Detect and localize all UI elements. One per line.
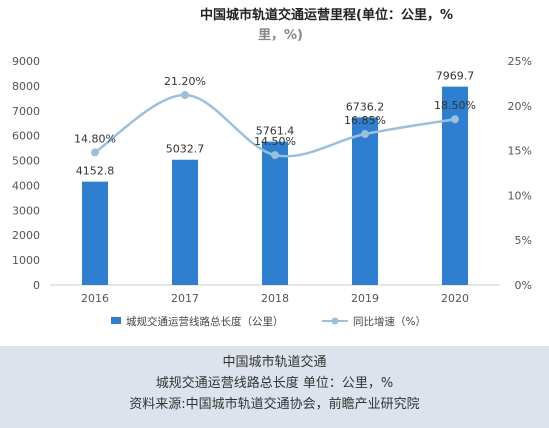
bar-value-label: 7969.7 xyxy=(436,70,475,83)
left-tick-label: 2000 xyxy=(12,229,40,242)
bar-value-label: 4152.8 xyxy=(76,165,115,178)
bar-value-label: 5761.4 xyxy=(256,125,295,138)
left-tick-label: 5000 xyxy=(12,155,40,168)
line-value-label: 16.85% xyxy=(344,114,386,127)
right-tick-label: 0% xyxy=(515,279,532,292)
x-tick-label: 2016 xyxy=(81,292,109,305)
legend-line-marker xyxy=(331,317,339,325)
x-tick-label: 2018 xyxy=(261,292,289,305)
chart-title-continued: 里，%) xyxy=(258,28,303,43)
left-tick-label: 9000 xyxy=(12,55,40,68)
line-value-label: 18.50% xyxy=(434,99,476,112)
caption-subtitle: 城规交通运营线路总长度 单位：公里，% xyxy=(155,376,394,391)
bar xyxy=(262,141,288,285)
growth-line xyxy=(94,93,456,158)
caption-title: 中国城市轨道交通 xyxy=(222,355,327,370)
left-tick-label: 0 xyxy=(33,279,40,292)
bar-series: 4152.8 5032.7 5761.4 6736.2 7969.7 xyxy=(76,70,475,285)
right-tick-label: 25% xyxy=(508,55,532,68)
right-axis-ticks: 0% 5% 10% 15% 20% 25% xyxy=(508,55,532,292)
line-value-label: 21.20% xyxy=(164,75,206,88)
line-point xyxy=(361,130,369,139)
left-axis-ticks: 0 1000 2000 3000 4000 5000 6000 7000 8000 9000 xyxy=(12,55,40,292)
line-value-label: 14.50% xyxy=(254,135,296,148)
right-tick-label: 15% xyxy=(508,145,532,158)
combo-chart: 中国城市轨道交通运营里程(单位：公里，% 里，%) 0 1000 2000 3000 4… xyxy=(12,7,532,328)
x-tick-label: 2020 xyxy=(441,292,469,305)
line-value-label: 14.80% xyxy=(74,132,116,145)
line-point xyxy=(271,151,279,160)
bar-value-label: 5032.7 xyxy=(166,143,205,156)
right-tick-label: 10% xyxy=(508,189,532,202)
left-tick-label: 8000 xyxy=(12,80,40,93)
left-tick-label: 4000 xyxy=(12,179,40,192)
bar xyxy=(82,181,108,285)
line-series: 14.80% 21.20% 14.50% 16.85% 18.50% xyxy=(74,75,476,160)
legend-line-label: 同比增速（%） xyxy=(353,315,426,328)
line-point xyxy=(91,148,99,157)
x-axis-ticks: 2016 2017 2018 2019 2020 xyxy=(81,292,469,305)
caption-source: 资料来源:中国城市轨道交通协会，前瞻产业研究院 xyxy=(129,397,420,412)
line-point xyxy=(451,115,459,124)
legend-bar-swatch xyxy=(111,317,121,324)
left-tick-label: 6000 xyxy=(12,130,40,143)
x-tick-label: 2017 xyxy=(171,292,199,305)
chart-title: 中国城市轨道交通运营里程(单位：公里，% xyxy=(200,7,453,23)
right-tick-label: 20% xyxy=(508,100,532,113)
right-tick-label: 5% xyxy=(515,234,532,247)
x-tick-label: 2019 xyxy=(351,292,379,305)
bar xyxy=(172,159,198,285)
left-tick-label: 7000 xyxy=(12,105,40,118)
line-point xyxy=(181,91,189,100)
left-tick-label: 1000 xyxy=(12,254,40,267)
bar xyxy=(352,117,378,285)
legend: 城规交通运营线路总长度（公里） 同比增速（%） xyxy=(111,315,426,328)
bar-value-label: 6736.2 xyxy=(346,100,385,113)
left-tick-label: 3000 xyxy=(12,204,40,217)
legend-bar-label: 城规交通运营线路总长度（公里） xyxy=(126,315,284,328)
caption-panel: 中国城市轨道交通 城规交通运营线路总长度 单位：公里，% 资料来源:中国城市轨道… xyxy=(0,346,549,428)
